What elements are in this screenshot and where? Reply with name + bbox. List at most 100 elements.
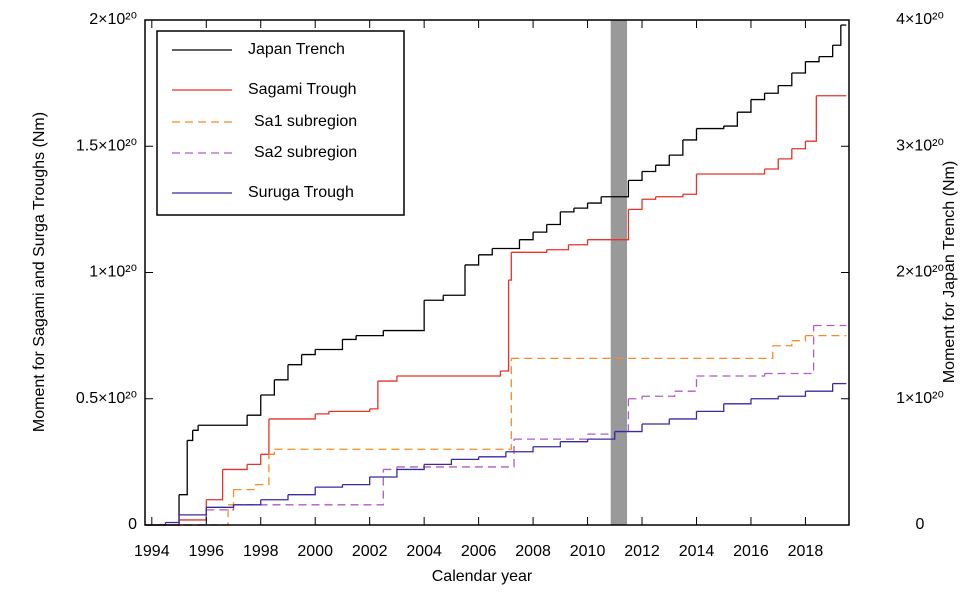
- series-step: [301, 349, 316, 356]
- series-step: [778, 73, 793, 87]
- series-step: [791, 335, 807, 342]
- series-step: [315, 411, 330, 415]
- series-step: [546, 211, 561, 226]
- series-step: [396, 464, 425, 471]
- y2-tick-label: 1×10²⁰: [896, 390, 944, 407]
- series-step: [328, 408, 371, 413]
- series-step: [764, 325, 815, 375]
- series-step: [511, 345, 774, 359]
- series-step: [179, 507, 207, 516]
- series-step: [145, 494, 180, 526]
- legend-label: Sagami Trough: [248, 81, 357, 98]
- series-step: [642, 196, 657, 200]
- series-step: [546, 244, 570, 251]
- series-step: [356, 330, 384, 337]
- x-tick-label: 2008: [515, 543, 551, 560]
- y-tick-label: 1×10²⁰: [89, 264, 137, 281]
- series-step: [424, 295, 444, 301]
- x-tick-label: 2010: [570, 543, 606, 560]
- series-step: [682, 128, 698, 141]
- series-step: [682, 174, 698, 195]
- series-step: [342, 477, 371, 486]
- series-step: [369, 381, 379, 410]
- legend-label: Sa1 subregion: [254, 113, 357, 130]
- series-step: [228, 489, 235, 506]
- series-step: [383, 300, 425, 332]
- series-step: [533, 441, 561, 448]
- series-step: [287, 487, 316, 496]
- series-step: [778, 148, 793, 160]
- series-step: [187, 430, 194, 442]
- series-step: [287, 354, 303, 366]
- series-step: [533, 224, 548, 233]
- series-step: [198, 415, 248, 426]
- series-step: [750, 396, 779, 400]
- x-tick-label: 2000: [297, 543, 333, 560]
- series-step: [568, 239, 589, 246]
- series-step: [206, 504, 235, 508]
- series-step: [179, 440, 188, 496]
- series-step: [778, 391, 807, 397]
- series-step: [560, 208, 575, 213]
- x-tick-label: 1996: [188, 543, 224, 560]
- x-tick-label: 1994: [134, 543, 170, 560]
- x-tick-label: 2014: [679, 543, 715, 560]
- series-step: [601, 180, 630, 198]
- highlight-band: [610, 20, 628, 525]
- x-tick-label: 2018: [788, 543, 824, 560]
- series-step: [315, 484, 344, 488]
- series-step: [508, 252, 512, 281]
- series-step: [500, 280, 510, 372]
- series-step: [819, 45, 834, 58]
- y-axis-label: Moment for Sagami and Surga Troughs (Nm): [31, 112, 48, 432]
- series-step: [505, 446, 534, 453]
- y2-tick-label: 0: [916, 516, 925, 533]
- series-step: [465, 254, 480, 266]
- series-step: [443, 264, 466, 296]
- y-tick-label: 0: [128, 516, 137, 533]
- series-step: [674, 376, 698, 392]
- series-step: [396, 370, 502, 377]
- series-step: [478, 451, 507, 458]
- series-step: [832, 25, 842, 46]
- series-step: [791, 141, 807, 150]
- series-step: [206, 469, 224, 501]
- series-step: [723, 398, 752, 405]
- y2-tick-label: 3×10²⁰: [896, 137, 944, 154]
- y-tick-label: 1.5×10²⁰: [76, 137, 137, 154]
- series-step: [723, 112, 738, 127]
- series-step: [655, 155, 670, 166]
- series-step: [642, 165, 657, 173]
- series-step: [696, 403, 725, 413]
- x-tick-label: 1998: [243, 543, 279, 560]
- legend-label: Japan Trench: [248, 41, 345, 58]
- series-step: [805, 95, 817, 142]
- series-step: [274, 364, 289, 381]
- series-step: [222, 464, 248, 471]
- series-step: [260, 379, 276, 396]
- series-step: [519, 232, 534, 241]
- y2-tick-label: 4×10²⁰: [896, 11, 944, 28]
- series-step: [696, 373, 766, 377]
- series-step: [669, 139, 684, 156]
- series-step: [192, 425, 199, 431]
- series-step: [791, 61, 807, 74]
- series-step: [424, 459, 453, 466]
- series-step: [628, 396, 643, 400]
- series-step: [396, 439, 515, 468]
- series-step: [179, 499, 207, 521]
- series-step: [274, 358, 512, 450]
- series-step: [772, 340, 793, 347]
- series-step: [255, 454, 270, 486]
- series-step: [696, 126, 725, 130]
- series-step: [805, 383, 834, 392]
- series-step: [233, 499, 262, 506]
- series-step: [655, 194, 684, 198]
- series-step: [233, 484, 256, 491]
- series-step: [247, 394, 262, 416]
- series-step: [628, 199, 643, 211]
- series-step: [511, 249, 548, 253]
- series-step: [614, 424, 643, 433]
- series-step: [268, 413, 316, 420]
